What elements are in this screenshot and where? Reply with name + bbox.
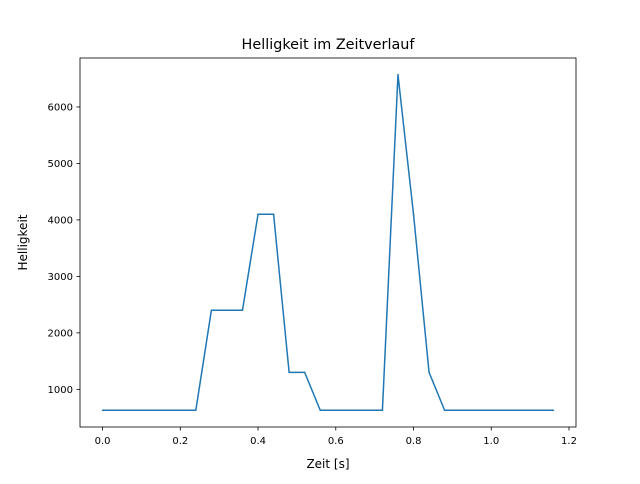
data-point <box>132 409 135 411</box>
data-point <box>272 213 275 216</box>
data-point <box>506 409 508 411</box>
x-tick-label: 0.0 <box>95 436 111 447</box>
data-point <box>319 409 321 411</box>
y-tick-label: 1000 <box>48 385 73 396</box>
x-tick-label: 0.2 <box>172 436 188 447</box>
chart-title: Helligkeit im Zeitverlauf <box>242 37 416 53</box>
data-point <box>303 371 306 374</box>
data-point <box>366 409 368 411</box>
y-tick-label: 2000 <box>48 328 73 339</box>
data-point <box>521 409 524 411</box>
data-point <box>257 213 259 216</box>
data-point <box>474 409 477 411</box>
data-point <box>226 309 228 312</box>
data-point <box>428 371 430 374</box>
data-point <box>117 409 119 411</box>
x-axis-ticks: 0.0 0.2 0.4 0.6 0.8 1.0 1.2 <box>95 427 577 447</box>
data-point <box>335 409 337 411</box>
y-axis-label: Helligkeit <box>16 214 30 270</box>
plot-area <box>101 74 555 411</box>
data-point <box>537 409 539 411</box>
data-point <box>552 409 555 411</box>
data-point <box>148 409 150 411</box>
data-point <box>397 74 399 76</box>
data-point <box>412 213 415 216</box>
y-tick-label: 4000 <box>48 216 73 227</box>
data-point <box>101 409 104 411</box>
y-tick-label: 5000 <box>48 159 73 170</box>
y-tick-label: 3000 <box>48 272 73 283</box>
data-point <box>350 409 353 411</box>
data-point <box>179 409 182 411</box>
data-point <box>490 409 493 411</box>
y-tick-label: 6000 <box>48 103 73 114</box>
data-point <box>288 371 290 374</box>
data-point <box>459 409 461 411</box>
x-axis-label: Zeit [s] <box>306 457 349 471</box>
data-point <box>195 409 197 411</box>
x-tick-label: 0.8 <box>406 436 422 447</box>
axes-frame <box>79 57 577 428</box>
x-tick-label: 0.6 <box>328 436 344 447</box>
x-tick-label: 1.2 <box>561 436 577 447</box>
y-axis-ticks: 1000 2000 3000 4000 5000 6000 <box>48 103 80 396</box>
data-point <box>163 409 166 411</box>
x-tick-label: 1.0 <box>483 436 499 447</box>
series-line-helligkeit <box>102 74 554 411</box>
data-point <box>443 409 446 411</box>
x-tick-label: 0.4 <box>250 436 266 447</box>
data-point <box>381 409 384 411</box>
data-point <box>241 309 244 312</box>
data-point <box>210 309 213 312</box>
